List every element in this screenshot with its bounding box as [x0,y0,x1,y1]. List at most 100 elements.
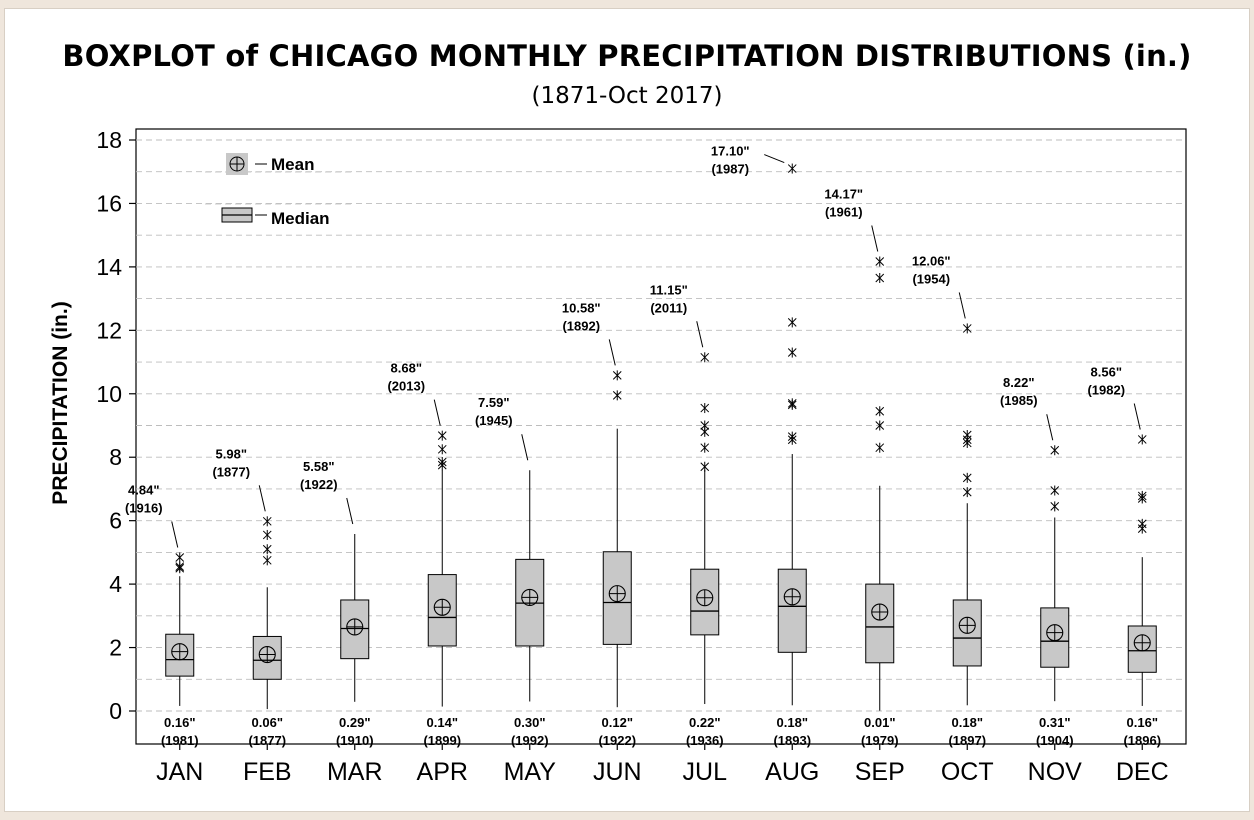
outlier-point [262,516,272,527]
outlier-point [437,430,447,441]
outlier-point [175,561,185,572]
y-tick-label: 18 [96,127,122,153]
y-tick-label: 12 [96,317,122,343]
max-value-label: 14.17" [824,186,863,201]
max-leader-line [346,497,354,525]
outlier-point [1050,501,1060,512]
outlier-point [700,403,710,414]
max-value-label: 8.68" [391,361,422,376]
outlier-point [875,256,885,267]
max-year-label: (1985) [1000,393,1038,408]
max-value-label: 17.10" [711,144,750,159]
max-leader-line [958,292,966,319]
min-year-label: (1979) [861,733,899,748]
min-value-label: 0.29" [339,715,370,730]
max-value-label: 10.58" [562,300,601,315]
x-tick-label: JUL [683,758,728,786]
max-leader-line [1133,403,1141,430]
max-year-label: (1954) [912,271,950,286]
outlier-point [262,555,272,566]
box-dec [1127,434,1157,706]
min-year-label: (1877) [248,733,286,748]
outlier-point [962,472,972,483]
outlier-point [437,456,447,467]
outlier-point [437,444,447,455]
outlier-point [700,352,710,363]
outlier-point [1137,434,1147,445]
min-value-label: 0.12" [602,715,633,730]
outlier-point [875,272,885,283]
x-tick-label: MAY [504,758,557,786]
box-nov [1040,445,1070,702]
iqr-box [865,583,895,664]
outlier-point [700,420,710,431]
box-apr [427,430,457,707]
min-value-label: 0.30" [514,715,545,730]
max-value-label: 5.98" [216,446,247,461]
outlier-point [787,163,797,174]
y-tick-label: 4 [109,571,122,597]
max-leader-line [608,339,616,366]
x-tick-label: NOV [1028,758,1083,786]
min-value-label: 0.01" [864,715,895,730]
x-tick-label: MAR [327,758,383,786]
plot-area [135,128,1187,745]
box-jun [602,370,632,708]
x-tick-label: JAN [156,758,203,786]
min-year-label: (1922) [598,733,636,748]
min-year-label: (1992) [511,733,549,748]
y-tick-label: 6 [109,508,122,534]
max-year-label: (1916) [125,500,163,515]
outlier-point [875,420,885,431]
max-year-label: (2013) [387,379,425,394]
box-jul [690,352,720,705]
x-tick-label: SEP [855,758,905,786]
max-year-label: (1982) [1087,382,1125,397]
min-value-label: 0.16" [164,715,195,730]
max-year-label: (1987) [711,162,749,177]
box-aug [777,163,807,706]
max-leader-line [1046,414,1054,441]
iqr-box [777,568,807,653]
max-leader-line [258,485,266,512]
y-tick-label: 2 [109,635,122,661]
x-tick-label: OCT [941,758,994,786]
min-value-label: 0.18" [777,715,808,730]
min-year-label: (1899) [423,733,461,748]
outlier-point [175,552,185,563]
outlier-point [787,347,797,358]
min-value-label: 0.22" [689,715,720,730]
outlier-point [1137,518,1147,529]
max-value-label: 5.58" [303,459,334,474]
x-tick-label: AUG [765,758,819,786]
max-year-label: (2011) [650,300,687,315]
outlier-point [1050,485,1060,496]
box-oct [952,323,982,706]
legend [205,153,355,223]
outlier-point [262,529,272,540]
outlier-point [1050,445,1060,456]
legend-mean-label: Mean [271,155,314,174]
max-year-label: (1877) [212,464,250,479]
max-leader-line [871,225,879,252]
outlier-point [875,406,885,417]
min-year-label: (1910) [336,733,374,748]
max-year-label: (1892) [562,318,600,333]
x-tick-label: DEC [1116,758,1169,786]
outlier-point [962,487,972,498]
max-year-label: (1922) [300,477,338,492]
min-year-label: (1897) [948,733,986,748]
y-tick-label: 16 [96,190,122,216]
min-year-label: (1936) [686,733,724,748]
max-year-label: (1945) [475,413,513,428]
box-may [515,470,545,702]
min-value-label: 0.06" [252,715,283,730]
box-sep [865,256,895,711]
outlier-point [962,323,972,334]
max-year-label: (1961) [825,204,863,219]
min-value-label: 0.14" [427,715,458,730]
outlier-point [612,390,622,401]
outlier-point [262,544,272,555]
outlier-point [787,431,797,442]
box-feb [252,516,282,710]
